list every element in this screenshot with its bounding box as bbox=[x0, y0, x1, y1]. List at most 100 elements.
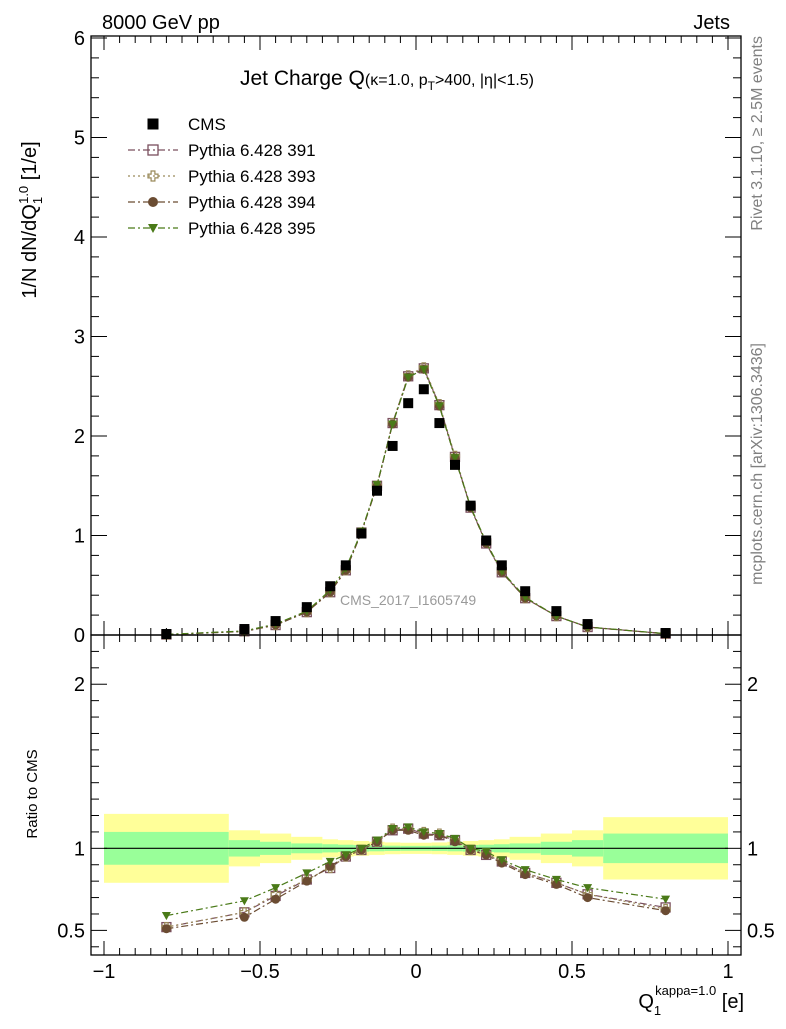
main-data-point bbox=[481, 535, 492, 546]
main-title-paren: ( bbox=[365, 72, 371, 89]
legend-marker bbox=[148, 197, 158, 207]
legend-label: Pythia 6.428 391 bbox=[188, 141, 316, 160]
x-tick-label: 0 bbox=[410, 961, 421, 983]
ratio-data-point bbox=[403, 823, 413, 832]
ratio-data-point bbox=[466, 844, 476, 853]
ratio-series bbox=[161, 823, 671, 921]
main-ylabel-suffix: [1/e] bbox=[19, 141, 41, 185]
main-y-ticks: 0 1 2 3 4 5 6 bbox=[74, 28, 741, 647]
main-y-tick-label: 3 bbox=[74, 327, 85, 349]
ratio-data-point bbox=[520, 866, 530, 875]
legend-marker bbox=[147, 118, 159, 130]
legend-entry: Pythia 6.428 393 bbox=[128, 167, 316, 186]
ratio-y-tick-label: 1 bbox=[74, 838, 85, 860]
ratio-data-point bbox=[271, 884, 281, 893]
legend: CMS Pythia 6.428 391 Pythia 6.428 393 Pythi… bbox=[128, 115, 316, 238]
ratio-x-ticks bbox=[103, 635, 729, 955]
header-left-label: 8000 GeV pp bbox=[102, 12, 220, 34]
xlabel-sub: 1 bbox=[654, 1003, 661, 1018]
main-data-point bbox=[372, 481, 382, 490]
legend-label: Pythia 6.428 395 bbox=[188, 219, 316, 238]
main-data-point bbox=[434, 402, 444, 411]
ratio-y-ticks: 0.5 0.5 1 1 2 2 bbox=[57, 650, 775, 948]
ratio-data-point bbox=[551, 875, 561, 885]
ratio-data-point bbox=[372, 836, 382, 845]
main-y-tick-label: 4 bbox=[74, 227, 85, 249]
main-ylabel-sup: 1.0 bbox=[16, 186, 31, 204]
main-data-point bbox=[403, 373, 413, 382]
ratio-y-tick-label-right: 1 bbox=[747, 838, 758, 860]
main-data-point bbox=[434, 418, 445, 429]
rivet-label: Rivet 3.1.10, ≥ 2.5M events bbox=[749, 36, 766, 231]
main-title-text: Jet Charge Q bbox=[240, 67, 365, 90]
ratio-y-tick-label: 0.5 bbox=[57, 920, 85, 942]
legend-label: Pythia 6.428 393 bbox=[188, 167, 316, 186]
header-right-label: Jets bbox=[693, 12, 730, 34]
ratio-series-line bbox=[166, 826, 666, 917]
ratio-data-point bbox=[419, 828, 429, 837]
legend-marker bbox=[148, 224, 158, 233]
main-title-pt-sub: T bbox=[428, 79, 436, 93]
xlabel-main: Q bbox=[638, 991, 654, 1013]
main-data-point bbox=[496, 560, 507, 571]
main-title-kappa: κ=1.0, p bbox=[370, 72, 427, 89]
main-data-point bbox=[418, 384, 429, 395]
main-data-point bbox=[325, 581, 336, 592]
ratio-data-point bbox=[302, 869, 312, 878]
ratio-y-axis-label: Ratio to CMS bbox=[24, 749, 41, 838]
ratio-x-axis-label: Q1 kappa=1.0 [e] bbox=[638, 983, 744, 1018]
ratio-data-point bbox=[325, 861, 335, 871]
main-data-point bbox=[582, 619, 593, 630]
ratio-y-tick-label-right: 2 bbox=[747, 674, 758, 696]
main-data-point bbox=[239, 624, 250, 635]
main-x-ticks bbox=[103, 36, 729, 635]
ratio-data-point bbox=[481, 848, 491, 857]
ratio-data-point bbox=[388, 825, 398, 834]
ratio-data-point bbox=[341, 851, 351, 860]
main-title: Jet Charge Q(κ=1.0, pT>400, |η|<1.5) bbox=[240, 67, 534, 93]
legend-marker bbox=[147, 144, 159, 156]
main-data-point bbox=[465, 500, 476, 511]
ratio-data-point bbox=[583, 893, 593, 903]
ratio-data-point bbox=[161, 924, 171, 934]
main-data-point bbox=[301, 602, 312, 613]
ratio-panel: 0.5 0.51 12 2−1 −0.5 0 0.5 1 Ratio to CMS Q1kap… bbox=[24, 634, 775, 1018]
legend-marker bbox=[147, 170, 159, 182]
main-data-point bbox=[551, 606, 562, 617]
ratio-y-tick-label: 2 bbox=[74, 674, 85, 696]
ratio-data-point bbox=[161, 912, 171, 921]
main-series-line bbox=[166, 366, 666, 636]
main-y-tick-label: 0 bbox=[74, 625, 85, 647]
main-panel: 0 1 2 3 4 5 6 CMS_2017_I1605749 Jet Charge Q(κ… bbox=[16, 28, 742, 647]
legend-entry: Pythia 6.428 391 bbox=[128, 141, 316, 160]
main-data-point bbox=[520, 586, 531, 597]
ratio-plot-area: 0.5 0.5 1 1 2 2 −1 −0.5 0 0.5 1 bbox=[57, 634, 775, 983]
ratio-x-tick-labels: −1 −0.5 0 0.5 1 bbox=[93, 961, 734, 983]
xlabel-sup: kappa=1.0 bbox=[655, 983, 716, 998]
x-tick-label: −0.5 bbox=[240, 961, 279, 983]
ratio-data-point bbox=[239, 912, 249, 922]
ratio-data-point bbox=[325, 857, 335, 866]
legend-label: Pythia 6.428 394 bbox=[188, 193, 316, 212]
main-title-cuts: >400, |η|<1.5) bbox=[435, 72, 534, 89]
main-data-point bbox=[387, 440, 398, 451]
ratio-data-point bbox=[356, 844, 366, 853]
main-data-point bbox=[450, 459, 460, 470]
legend-entry: Pythia 6.428 395 bbox=[128, 219, 316, 238]
ratio-data-point bbox=[520, 870, 530, 880]
main-data-point bbox=[340, 560, 351, 571]
legend-entry: Pythia 6.428 394 bbox=[128, 193, 316, 212]
main-y-tick-label: 6 bbox=[74, 28, 85, 50]
x-tick-label: −1 bbox=[93, 961, 116, 983]
main-series bbox=[161, 384, 671, 640]
main-data-point bbox=[403, 398, 414, 409]
mcplots-label: mcplots.cern.ch [arXiv:1306.3436] bbox=[749, 343, 766, 585]
ratio-data-point bbox=[239, 897, 249, 906]
ratio-series-line bbox=[166, 829, 666, 930]
watermark-label: CMS_2017_I1605749 bbox=[340, 592, 476, 608]
main-data-point bbox=[161, 629, 172, 640]
main-ylabel-prefix: 1/N dN/dQ bbox=[19, 204, 41, 298]
x-tick-label: 0.5 bbox=[558, 961, 586, 983]
